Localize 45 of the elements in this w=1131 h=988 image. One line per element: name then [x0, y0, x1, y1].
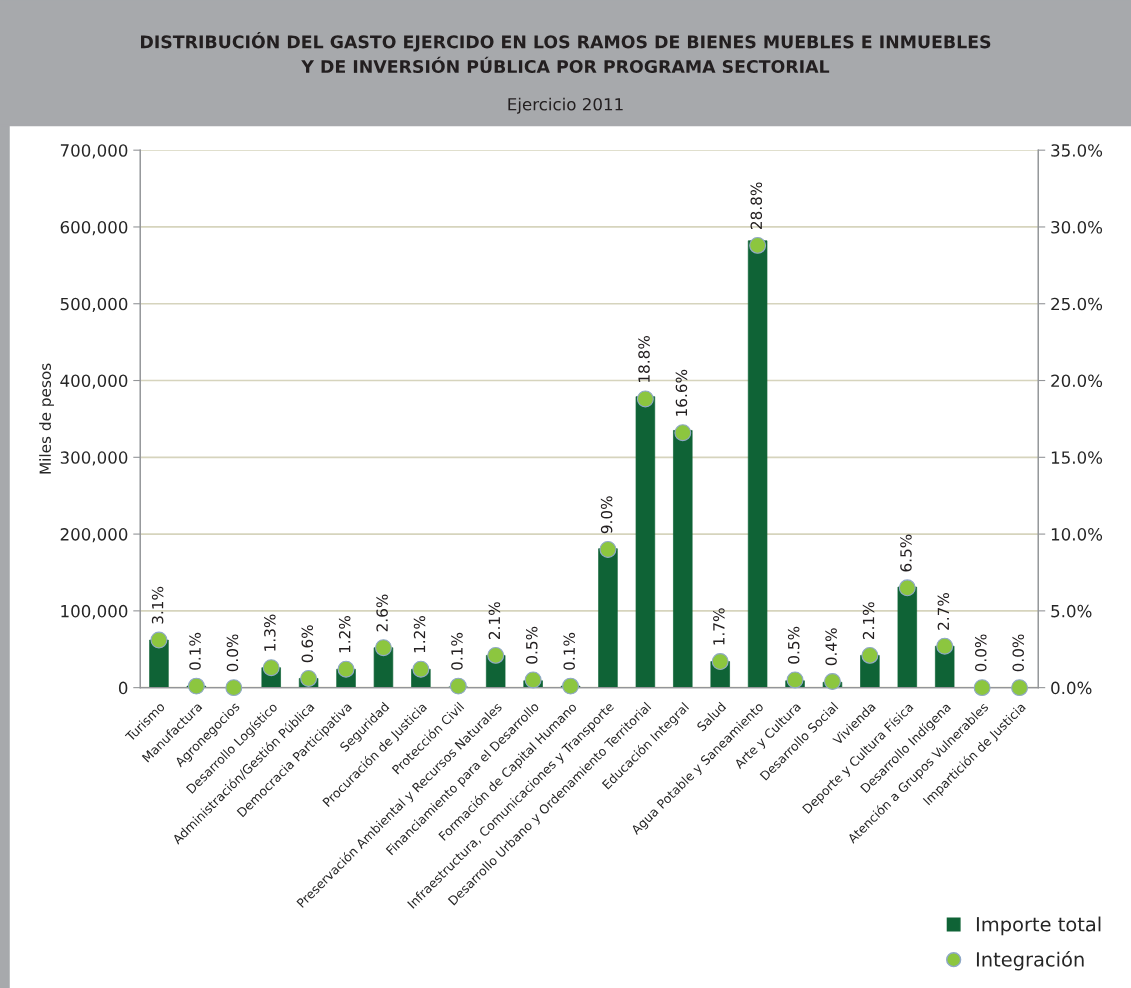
data-label: 0.0%: [1012, 634, 1024, 672]
y-tick-label: 400,000: [60, 374, 128, 389]
data-label: 0.4%: [825, 628, 837, 666]
data-label: 16.6%: [675, 369, 688, 416]
data-label: 0.1%: [451, 632, 463, 670]
data-label: 2.6%: [376, 594, 388, 632]
data-label: 9.0%: [600, 496, 613, 534]
legend-label: Integración: [976, 950, 1084, 971]
data-label: 2.1%: [488, 602, 501, 639]
data-label: 2.1%: [862, 602, 875, 639]
y-tick-label: 500,000: [60, 297, 128, 313]
y-tick-label: 0: [118, 681, 128, 695]
data-label: 1.7%: [713, 608, 725, 645]
y2-tick-label: 15.0%: [1051, 451, 1103, 464]
data-label: 0.1%: [189, 632, 201, 670]
data-label: 0.0%: [226, 634, 239, 672]
y2-tick-label: 35.0%: [1051, 144, 1103, 157]
y-tick-label: 300,000: [60, 451, 128, 466]
data-label: 3.1%: [151, 586, 164, 624]
y2-tick-label: 20.0%: [1051, 374, 1103, 388]
data-label: 1.2%: [338, 615, 351, 653]
data-label: 1.2%: [413, 615, 426, 653]
data-label: 18.8%: [638, 335, 650, 382]
data-label: 28.8%: [750, 182, 763, 229]
data-label: 1.3%: [264, 614, 276, 651]
data-label: 0.0%: [975, 634, 987, 672]
y-tick-label: 100,000: [61, 604, 128, 620]
y-tick-label: 600,000: [60, 220, 128, 236]
data-label: 2.7%: [937, 592, 950, 630]
data-label: 0.6%: [301, 625, 314, 663]
y2-tick-label: 10.0%: [1051, 528, 1103, 541]
data-label: 0.1%: [563, 632, 575, 670]
y2-tick-label: 0.0%: [1051, 681, 1092, 695]
chart-title: DISTRIBUCIÓN DEL GASTO EJERCIDO EN LOS RAMOS DE BIENES MUEBLES E INMUEBLES Y DE INVERSIÓN PÚBLICA POR PROGRAMA SECTORIAL: [141, 32, 991, 74]
legend-label: Importe total: [976, 916, 1101, 936]
data-label: 6.5%: [900, 534, 912, 572]
data-label: 0.5%: [526, 626, 538, 664]
y-axis-title: Miles de pesos: [39, 363, 54, 474]
y2-tick-label: 30.0%: [1051, 220, 1103, 234]
y2-tick-label: 5.0%: [1051, 604, 1092, 618]
y-tick-label: 200,000: [60, 528, 128, 543]
y-tick-label: 700,000: [60, 144, 128, 159]
y2-tick-label: 25.0%: [1051, 297, 1103, 311]
chart-subtitle: Ejercicio 2011: [508, 97, 623, 114]
data-label: 0.5%: [787, 626, 800, 664]
